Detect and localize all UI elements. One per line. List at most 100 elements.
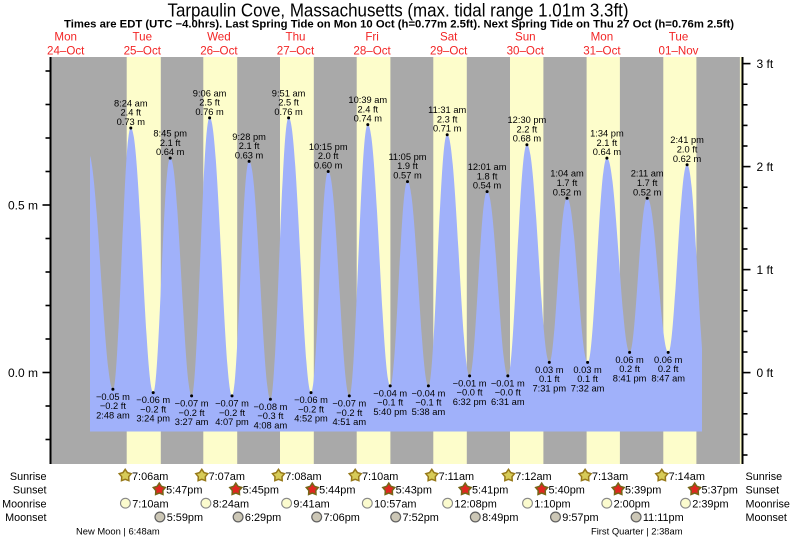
- svg-text:0.76 m: 0.76 m: [195, 107, 224, 117]
- svg-text:−0.2 ft: −0.2 ft: [219, 408, 246, 418]
- svg-text:−0.1 ft: −0.1 ft: [415, 398, 442, 408]
- svg-text:−0.2 ft: −0.2 ft: [140, 404, 167, 414]
- svg-text:0.57 m: 0.57 m: [393, 171, 422, 181]
- svg-text:Moonrise: Moonrise: [746, 498, 790, 510]
- svg-text:8:41 pm: 8:41 pm: [613, 374, 647, 384]
- svg-text:11:31 am: 11:31 am: [428, 105, 466, 115]
- svg-text:5:38 am: 5:38 am: [412, 407, 446, 417]
- svg-text:1.8 ft: 1.8 ft: [477, 171, 498, 181]
- svg-text:−0.1 ft: −0.1 ft: [377, 398, 404, 408]
- svg-text:1:10pm: 1:10pm: [534, 498, 570, 510]
- svg-text:26–Oct: 26–Oct: [200, 45, 238, 58]
- svg-text:−0.07 m: −0.07 m: [215, 398, 249, 408]
- svg-text:7:10am: 7:10am: [132, 498, 168, 510]
- svg-text:New Moon | 6:48am: New Moon | 6:48am: [76, 526, 160, 537]
- svg-text:Sunrise: Sunrise: [746, 471, 783, 483]
- svg-text:11:05 pm: 11:05 pm: [388, 152, 426, 162]
- svg-text:2.5 ft: 2.5 ft: [278, 98, 299, 108]
- svg-text:8:47 am: 8:47 am: [651, 374, 685, 384]
- svg-text:30–Oct: 30–Oct: [507, 45, 545, 58]
- svg-text:6:29pm: 6:29pm: [245, 512, 281, 524]
- svg-text:7:07am: 7:07am: [209, 471, 245, 483]
- svg-text:2.4 ft: 2.4 ft: [357, 104, 378, 114]
- svg-text:Fri: Fri: [365, 31, 379, 44]
- svg-text:0.03 m: 0.03 m: [535, 365, 564, 375]
- svg-text:1 ft: 1 ft: [757, 263, 774, 277]
- svg-text:7:52pm: 7:52pm: [403, 512, 439, 524]
- svg-text:2.0 ft: 2.0 ft: [677, 145, 698, 155]
- svg-text:0.64 m: 0.64 m: [593, 147, 622, 157]
- svg-text:−0.01 m: −0.01 m: [453, 378, 487, 388]
- svg-text:7:08am: 7:08am: [285, 471, 321, 483]
- svg-text:Sunrise: Sunrise: [10, 471, 47, 483]
- svg-text:−0.06 m: −0.06 m: [294, 395, 328, 405]
- svg-text:25–Oct: 25–Oct: [124, 45, 162, 58]
- svg-text:0.5 m: 0.5 m: [8, 198, 38, 212]
- svg-text:Wed: Wed: [207, 31, 231, 44]
- svg-text:2.1 ft: 2.1 ft: [239, 141, 260, 151]
- svg-text:9:57pm: 9:57pm: [562, 512, 598, 524]
- svg-text:−0.07 m: −0.07 m: [175, 398, 209, 408]
- svg-text:7:32 am: 7:32 am: [571, 384, 605, 394]
- svg-text:10:39 am: 10:39 am: [348, 95, 387, 105]
- svg-text:0.06 m: 0.06 m: [615, 355, 644, 365]
- svg-text:2.4 ft: 2.4 ft: [120, 108, 141, 118]
- svg-text:0.52 m: 0.52 m: [553, 187, 582, 197]
- svg-text:4:51 am: 4:51 am: [333, 417, 367, 427]
- svg-text:0.1 ft: 0.1 ft: [577, 374, 598, 384]
- svg-text:8:24am: 8:24am: [213, 498, 249, 510]
- svg-text:Tue: Tue: [133, 31, 153, 44]
- svg-text:7:12am: 7:12am: [515, 471, 551, 483]
- svg-text:2.3 ft: 2.3 ft: [437, 114, 458, 124]
- svg-text:0.71 m: 0.71 m: [433, 124, 462, 134]
- svg-text:Tarpaulin Cove, Massachusetts: Tarpaulin Cove, Massachusetts (max. tida…: [168, 1, 629, 21]
- svg-text:Mon: Mon: [54, 31, 77, 44]
- svg-text:27–Oct: 27–Oct: [277, 45, 315, 58]
- svg-text:0.52 m: 0.52 m: [633, 187, 662, 197]
- svg-text:5:45pm: 5:45pm: [243, 485, 279, 497]
- svg-text:9:41am: 9:41am: [293, 498, 329, 510]
- svg-text:9:51 am: 9:51 am: [272, 88, 306, 98]
- svg-text:1:04 am: 1:04 am: [550, 169, 584, 179]
- svg-text:12:30 pm: 12:30 pm: [508, 115, 547, 125]
- svg-text:0.2 ft: 0.2 ft: [619, 364, 640, 374]
- svg-text:Moonset: Moonset: [746, 512, 787, 524]
- svg-text:5:59pm: 5:59pm: [167, 512, 203, 524]
- svg-text:4:08 am: 4:08 am: [254, 420, 288, 430]
- svg-text:Sun: Sun: [515, 31, 536, 44]
- svg-text:−0.2 ft: −0.2 ft: [179, 408, 206, 418]
- svg-text:7:10am: 7:10am: [362, 471, 398, 483]
- svg-text:0.64 m: 0.64 m: [156, 147, 185, 157]
- svg-text:Thu: Thu: [286, 31, 306, 44]
- svg-text:2.1 ft: 2.1 ft: [160, 138, 181, 148]
- svg-text:2.0 ft: 2.0 ft: [318, 151, 339, 161]
- svg-text:5:41pm: 5:41pm: [472, 485, 508, 497]
- svg-text:0.2 ft: 0.2 ft: [658, 364, 679, 374]
- svg-text:−0.07 m: −0.07 m: [332, 398, 366, 408]
- svg-text:−0.2 ft: −0.2 ft: [298, 404, 325, 414]
- svg-text:10:57am: 10:57am: [374, 498, 416, 510]
- svg-text:Moonset: Moonset: [5, 512, 46, 524]
- svg-text:0.1 ft: 0.1 ft: [539, 374, 560, 384]
- svg-text:7:31 pm: 7:31 pm: [533, 384, 567, 394]
- svg-text:2:11 am: 2:11 am: [631, 169, 664, 179]
- svg-text:6:31 am: 6:31 am: [491, 397, 525, 407]
- svg-text:7:06am: 7:06am: [132, 471, 168, 483]
- svg-text:3 ft: 3 ft: [757, 57, 774, 71]
- svg-text:−0.2 ft: −0.2 ft: [336, 408, 363, 418]
- svg-text:2.1 ft: 2.1 ft: [597, 138, 618, 148]
- svg-text:Times are EDT (UTC −4.0hrs). L: Times are EDT (UTC −4.0hrs). Last Spring…: [64, 18, 734, 30]
- svg-text:Moonrise: Moonrise: [2, 498, 46, 510]
- svg-text:0.06 m: 0.06 m: [654, 355, 683, 365]
- svg-text:−0.05 m: −0.05 m: [96, 392, 130, 402]
- svg-text:−0.2 ft: −0.2 ft: [100, 401, 127, 411]
- svg-text:0.74 m: 0.74 m: [354, 114, 383, 124]
- svg-text:4:52 pm: 4:52 pm: [294, 414, 328, 424]
- svg-text:12:01 am: 12:01 am: [468, 162, 507, 172]
- svg-text:8:45 pm: 8:45 pm: [153, 129, 187, 139]
- svg-text:5:43pm: 5:43pm: [396, 485, 432, 497]
- svg-text:3:27 am: 3:27 am: [175, 417, 209, 427]
- svg-text:0.54 m: 0.54 m: [473, 181, 502, 191]
- svg-text:Sunset: Sunset: [13, 485, 47, 497]
- svg-text:0.0 m: 0.0 m: [8, 366, 38, 380]
